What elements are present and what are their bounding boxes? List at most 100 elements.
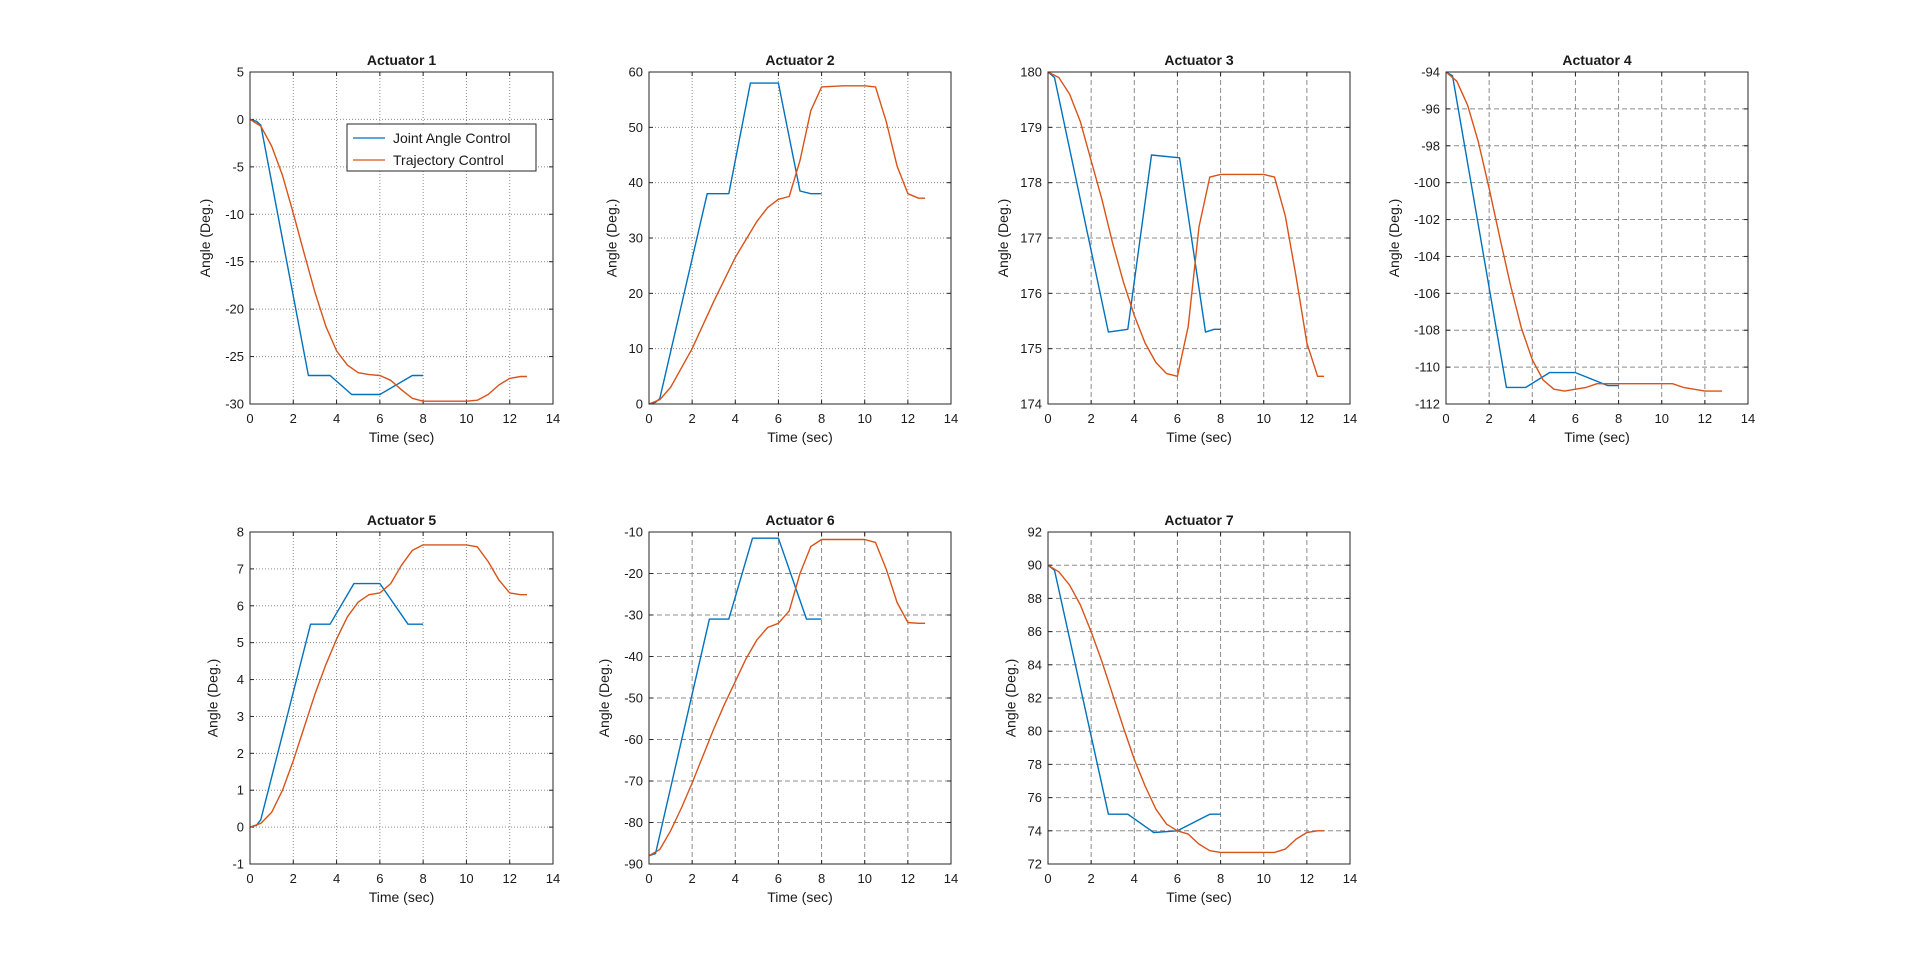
x-tick-label: 6 — [376, 411, 383, 426]
y-tick-label: 30 — [629, 231, 643, 246]
y-tick-label: -104 — [1414, 249, 1440, 264]
subplot-4: 0 2 4 6 8 10 12 14 -112 -110 -108 -106 -104 -102 -100 -… — [1386, 52, 1755, 445]
y-tick-label: 178 — [1020, 175, 1042, 190]
x-tick-label: 12 — [502, 411, 516, 426]
y-tick-label: -30 — [624, 608, 643, 623]
x-tick-label: 6 — [1174, 871, 1181, 886]
x-axis-label: Time (sec) — [1166, 429, 1232, 445]
y-tick-label: 88 — [1028, 591, 1042, 606]
x-tick-label: 12 — [1300, 411, 1314, 426]
y-tick-label: 60 — [629, 65, 643, 80]
subplot-title: Actuator 4 — [1562, 52, 1631, 68]
y-tick-label: -100 — [1414, 175, 1440, 190]
y-tick-label: 82 — [1028, 691, 1042, 706]
x-tick-label: 0 — [1442, 411, 1449, 426]
y-tick-label: 7 — [237, 561, 244, 576]
axes-background — [250, 72, 553, 404]
y-axis-label: Angle (Deg.) — [1002, 659, 1018, 738]
y-tick-label: 3 — [237, 709, 244, 724]
subplot-title: Actuator 5 — [367, 512, 436, 528]
y-tick-label: -25 — [225, 349, 244, 364]
subplot-title: Actuator 1 — [367, 52, 436, 68]
x-tick-label: 0 — [1044, 411, 1051, 426]
y-tick-label: 40 — [629, 175, 643, 190]
subplot-3: 0 2 4 6 8 10 12 14 174 175 176 177 178 179 180 Actuator… — [995, 52, 1357, 445]
subplot-6: 0 2 4 6 8 10 12 14 -90 -80 -70 -60 -50 -40 -30 -20 -10 Ac… — [596, 512, 958, 905]
x-tick-label: 12 — [1300, 871, 1314, 886]
x-tick-label: 8 — [420, 871, 427, 886]
x-tick-label: 8 — [1615, 411, 1622, 426]
x-tick-label: 6 — [775, 871, 782, 886]
x-tick-label: 14 — [1741, 411, 1755, 426]
x-tick-label: 0 — [246, 871, 253, 886]
legend-label-joint: Joint Angle Control — [393, 130, 511, 146]
y-tick-label: 2 — [237, 746, 244, 761]
y-axis-label: Angle (Deg.) — [596, 659, 612, 738]
y-tick-label: 179 — [1020, 120, 1042, 135]
x-axis-label: Time (sec) — [369, 889, 435, 905]
x-tick-label: 10 — [1256, 871, 1270, 886]
y-tick-label: 74 — [1028, 823, 1042, 838]
x-axis-label: Time (sec) — [1166, 889, 1232, 905]
y-tick-label: 76 — [1028, 790, 1042, 805]
x-tick-label: 0 — [645, 871, 652, 886]
y-tick-label: 177 — [1020, 231, 1042, 246]
axes-frame — [1445, 71, 1749, 405]
x-tick-label: 0 — [246, 411, 253, 426]
y-tick-label: -20 — [624, 566, 643, 581]
subplot-7: 0 2 4 6 8 10 12 14 72 74 76 78 80 82 84 86 88 90 92 Actuato… — [1002, 512, 1357, 905]
x-tick-label: 2 — [290, 871, 297, 886]
y-tick-label: -106 — [1414, 286, 1440, 301]
x-tick-label: 10 — [857, 871, 871, 886]
x-tick-label: 10 — [1256, 411, 1270, 426]
x-tick-label: 14 — [546, 871, 560, 886]
y-tick-label: 92 — [1028, 525, 1042, 540]
x-tick-label: 4 — [1131, 411, 1138, 426]
series-line-joint — [648, 537, 822, 857]
y-tick-label: -50 — [624, 691, 643, 706]
x-tick-label: 2 — [290, 411, 297, 426]
x-tick-label: 2 — [689, 411, 696, 426]
y-tick-label: -15 — [225, 254, 244, 269]
x-tick-label: 2 — [689, 871, 696, 886]
y-tick-label: -96 — [1421, 101, 1440, 116]
subplot-2: 0 2 4 6 8 10 12 14 0 10 20 30 40 50 60 Actuator 2 Time (… — [603, 52, 958, 445]
x-tick-label: 8 — [1217, 871, 1224, 886]
x-tick-label: 2 — [1088, 411, 1095, 426]
legend: Joint Angle Control Trajectory Control — [346, 123, 537, 172]
x-tick-label: 14 — [944, 411, 958, 426]
subplot-title: Actuator 6 — [765, 512, 834, 528]
y-tick-label: 5 — [237, 65, 244, 80]
y-axis-label: Angle (Deg.) — [1386, 199, 1402, 278]
x-tick-label: 6 — [376, 871, 383, 886]
series-line-trajectory — [249, 118, 527, 402]
x-axis-label: Time (sec) — [767, 889, 833, 905]
y-tick-label: 176 — [1020, 286, 1042, 301]
subplot-1: 0 2 4 6 8 10 12 14 -30 -25 -20 -15 -10 -5 0 5 Actuator 1… — [197, 52, 560, 445]
axes-frame — [1047, 71, 1351, 405]
x-tick-label: 4 — [732, 871, 739, 886]
y-axis-label: Angle (Deg.) — [603, 199, 619, 278]
x-axis-label: Time (sec) — [767, 429, 833, 445]
y-tick-label: 90 — [1028, 558, 1042, 573]
axes-frame — [249, 71, 554, 405]
y-axis-label: Angle (Deg.) — [995, 199, 1011, 278]
subplot-title: Actuator 2 — [765, 52, 834, 68]
y-tick-label: 175 — [1020, 341, 1042, 356]
x-tick-label: 10 — [1654, 411, 1668, 426]
x-tick-label: 8 — [1217, 411, 1224, 426]
x-tick-label: 8 — [818, 871, 825, 886]
x-tick-label: 14 — [546, 411, 560, 426]
series-line-joint — [249, 118, 424, 396]
x-tick-label: 2 — [1088, 871, 1095, 886]
legend-label-trajectory: Trajectory Control — [393, 152, 504, 168]
subplot-title: Actuator 7 — [1164, 512, 1233, 528]
x-tick-label: 12 — [502, 871, 516, 886]
x-tick-label: 14 — [1343, 871, 1357, 886]
y-tick-label: 10 — [629, 341, 643, 356]
x-tick-label: 10 — [857, 411, 871, 426]
y-tick-label: 78 — [1028, 757, 1042, 772]
x-tick-label: 10 — [459, 411, 473, 426]
x-tick-label: 10 — [459, 871, 473, 886]
